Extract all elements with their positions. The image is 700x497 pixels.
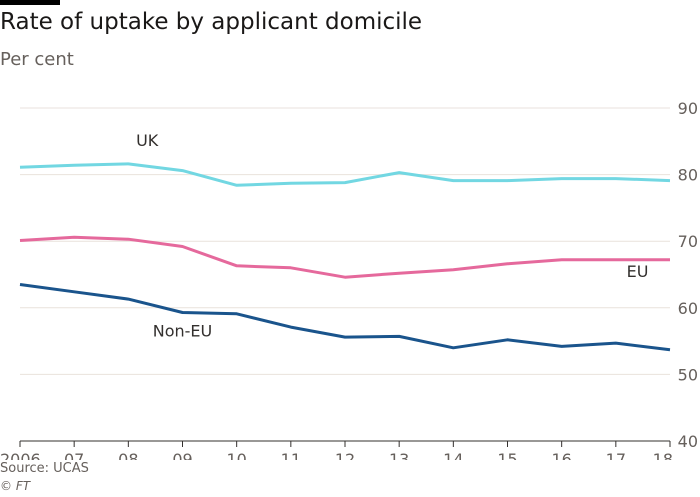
series-lines — [19, 162, 671, 352]
series-label: Non-EU — [153, 321, 213, 340]
series-labels: UK EU Non-EU — [136, 131, 648, 341]
y-tick-label: 70 — [678, 232, 698, 251]
x-tick-label: 10 — [226, 450, 246, 460]
x-tick-label: 2006 — [0, 450, 41, 460]
series-label: UK — [136, 131, 159, 150]
y-tick-label: 80 — [678, 166, 698, 185]
x-tick-label: 07 — [64, 450, 84, 460]
x-tick-label: 09 — [172, 450, 192, 460]
series-line-uk — [19, 162, 671, 187]
x-tick-label: 13 — [389, 450, 409, 460]
brand-bar — [0, 0, 60, 5]
axes: 40 50 60 70 80 90 2006 07 08 09 10 11 12 13 14 15 16 17 18 — [0, 99, 698, 460]
x-tick-label: 11 — [281, 450, 301, 460]
copyright-note: © FT — [0, 479, 31, 493]
y-tick-label: 60 — [678, 299, 698, 318]
series-label: EU — [627, 262, 649, 281]
x-tick-label: 08 — [118, 450, 138, 460]
x-tick-label: 12 — [335, 450, 355, 460]
series-line-non-eu — [19, 283, 671, 352]
y-tick-label: 50 — [678, 365, 698, 384]
y-tick-label: 40 — [678, 432, 698, 451]
y-tick-label: 90 — [678, 99, 698, 118]
chart-subtitle: Per cent — [0, 49, 74, 70]
line-chart: 40 50 60 70 80 90 2006 07 08 09 10 11 12 13 14 15 16 17 18… — [0, 99, 698, 460]
x-tick-label: 14 — [443, 450, 463, 460]
source-note: Source: UCAS — [0, 461, 89, 476]
gridlines — [20, 107, 670, 442]
x-tick-label: 17 — [606, 450, 626, 460]
series-line-eu — [19, 235, 670, 279]
x-tick-label: 15 — [497, 450, 517, 460]
x-tick-label: 16 — [551, 450, 571, 460]
chart-title: Rate of uptake by applicant domicile — [0, 9, 423, 35]
x-tick-label: 18 — [653, 450, 673, 460]
